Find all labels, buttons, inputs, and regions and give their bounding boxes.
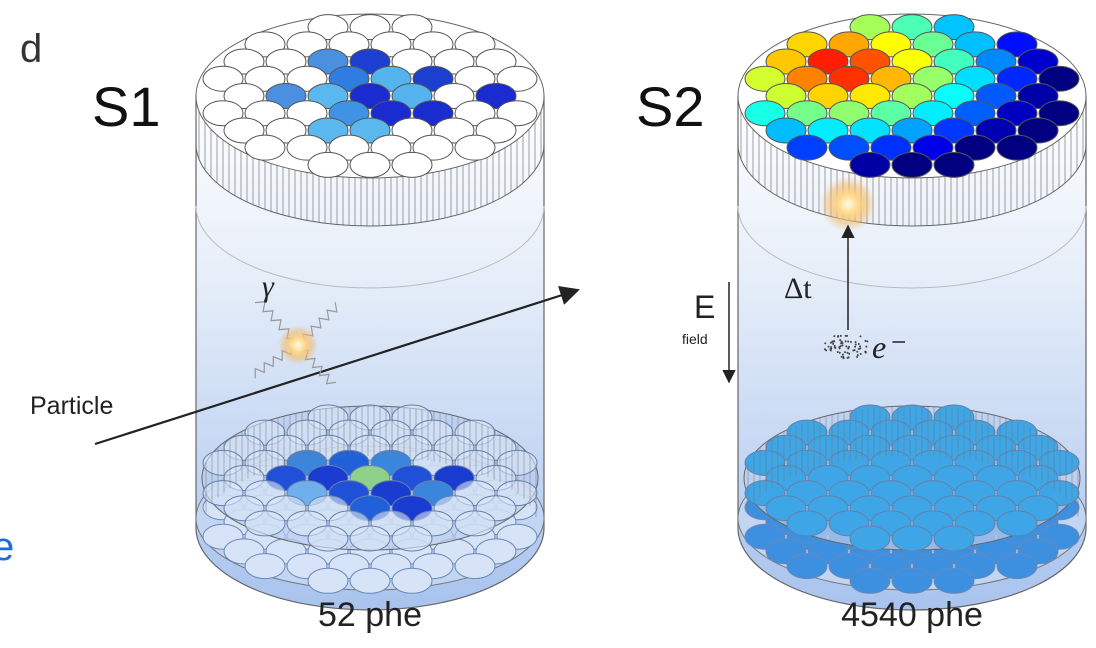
electron-dot — [839, 352, 841, 354]
panel-label: S2 — [636, 75, 705, 138]
cylinders — [95, 14, 1086, 610]
electron-dot — [856, 356, 858, 358]
electron-dot — [859, 345, 861, 347]
electron-dot — [844, 351, 846, 353]
electron-dot — [828, 346, 830, 348]
electron-dot — [840, 345, 842, 347]
electron-dot — [839, 339, 841, 341]
electron-dot — [847, 340, 849, 342]
electron-dot — [830, 346, 832, 348]
electron-dot — [842, 344, 844, 346]
pmt — [455, 511, 495, 536]
drift-time: Δt — [784, 272, 812, 305]
electron-dot — [848, 356, 850, 358]
electron-dot — [847, 352, 849, 354]
pmt — [892, 152, 932, 177]
pmt — [350, 526, 390, 551]
pmt — [787, 135, 827, 160]
caption: 52 phe — [318, 596, 422, 634]
electron-dot — [855, 343, 857, 345]
electron-dot — [843, 357, 845, 359]
pmt — [934, 526, 974, 551]
electron-dot — [865, 346, 867, 348]
pmt — [245, 554, 285, 579]
pmt — [392, 526, 432, 551]
cropped-text: e — [0, 525, 14, 569]
pmt — [850, 526, 890, 551]
electroluminescence-flash — [820, 176, 876, 232]
pmt — [997, 511, 1037, 536]
pmt — [850, 568, 890, 593]
electron-dot — [860, 353, 862, 355]
pmt — [308, 568, 348, 593]
electron-dot — [841, 341, 843, 343]
electron-dot — [842, 354, 844, 356]
electron-dot — [852, 349, 854, 351]
panel-label: S1 — [92, 75, 161, 138]
pmt — [455, 554, 495, 579]
pmt — [787, 554, 827, 579]
cropped-text: d — [20, 27, 42, 71]
electron-dot — [833, 335, 835, 337]
electron-dot — [840, 335, 842, 337]
electron-dot — [824, 342, 826, 344]
field-subscript: field — [682, 331, 708, 347]
pmt — [308, 526, 348, 551]
caption: 4540 phe — [841, 596, 983, 634]
pmt — [892, 526, 932, 551]
pmt — [245, 511, 285, 536]
pmt — [350, 568, 390, 593]
electron-dot — [845, 345, 847, 347]
electron-dot — [856, 351, 858, 353]
electron-dot — [841, 356, 843, 358]
page: d e S1 γ Particle 52 phe S2 E field Δt e… — [0, 0, 1096, 648]
pmt — [392, 152, 432, 177]
pmt — [308, 152, 348, 177]
electron-dot — [831, 340, 833, 342]
electron-dot — [832, 343, 834, 345]
pmt — [245, 135, 285, 160]
pmt — [892, 568, 932, 593]
electron-dot — [834, 346, 836, 348]
pmt — [455, 135, 495, 160]
scintillation-flash — [278, 325, 318, 365]
electron-dot — [857, 354, 859, 356]
electron-dot — [858, 348, 860, 350]
electron-dot — [866, 340, 868, 342]
pmt — [392, 568, 432, 593]
pmt — [934, 568, 974, 593]
pmt — [997, 554, 1037, 579]
field-symbol: E — [694, 289, 715, 325]
pmt — [787, 511, 827, 536]
photon-symbol: γ — [262, 270, 275, 303]
electron-dot — [824, 348, 826, 350]
electron-dot — [855, 341, 857, 343]
electron-dot — [840, 342, 842, 344]
electron-dot — [845, 340, 847, 342]
cylinder — [738, 14, 1086, 610]
electron-symbol: e⁻ — [872, 329, 905, 365]
electron-dot — [850, 341, 852, 343]
pmt — [997, 135, 1037, 160]
electron-dot — [858, 343, 860, 345]
pmt — [934, 152, 974, 177]
cylinder — [196, 14, 544, 610]
electron-dot — [837, 351, 839, 353]
electron-dot — [848, 346, 850, 348]
diagram: d e S1 γ Particle 52 phe S2 E field Δt e… — [0, 0, 1096, 648]
pmt — [350, 152, 390, 177]
electron-dot — [865, 352, 867, 354]
electron-dot — [837, 335, 839, 337]
pmt — [850, 152, 890, 177]
electron-dot — [859, 335, 861, 337]
electron-dot — [864, 340, 866, 342]
electron-dot — [845, 335, 847, 337]
electron-dot — [839, 347, 841, 349]
particle-label: Particle — [30, 392, 113, 420]
electron-dot — [854, 346, 856, 348]
